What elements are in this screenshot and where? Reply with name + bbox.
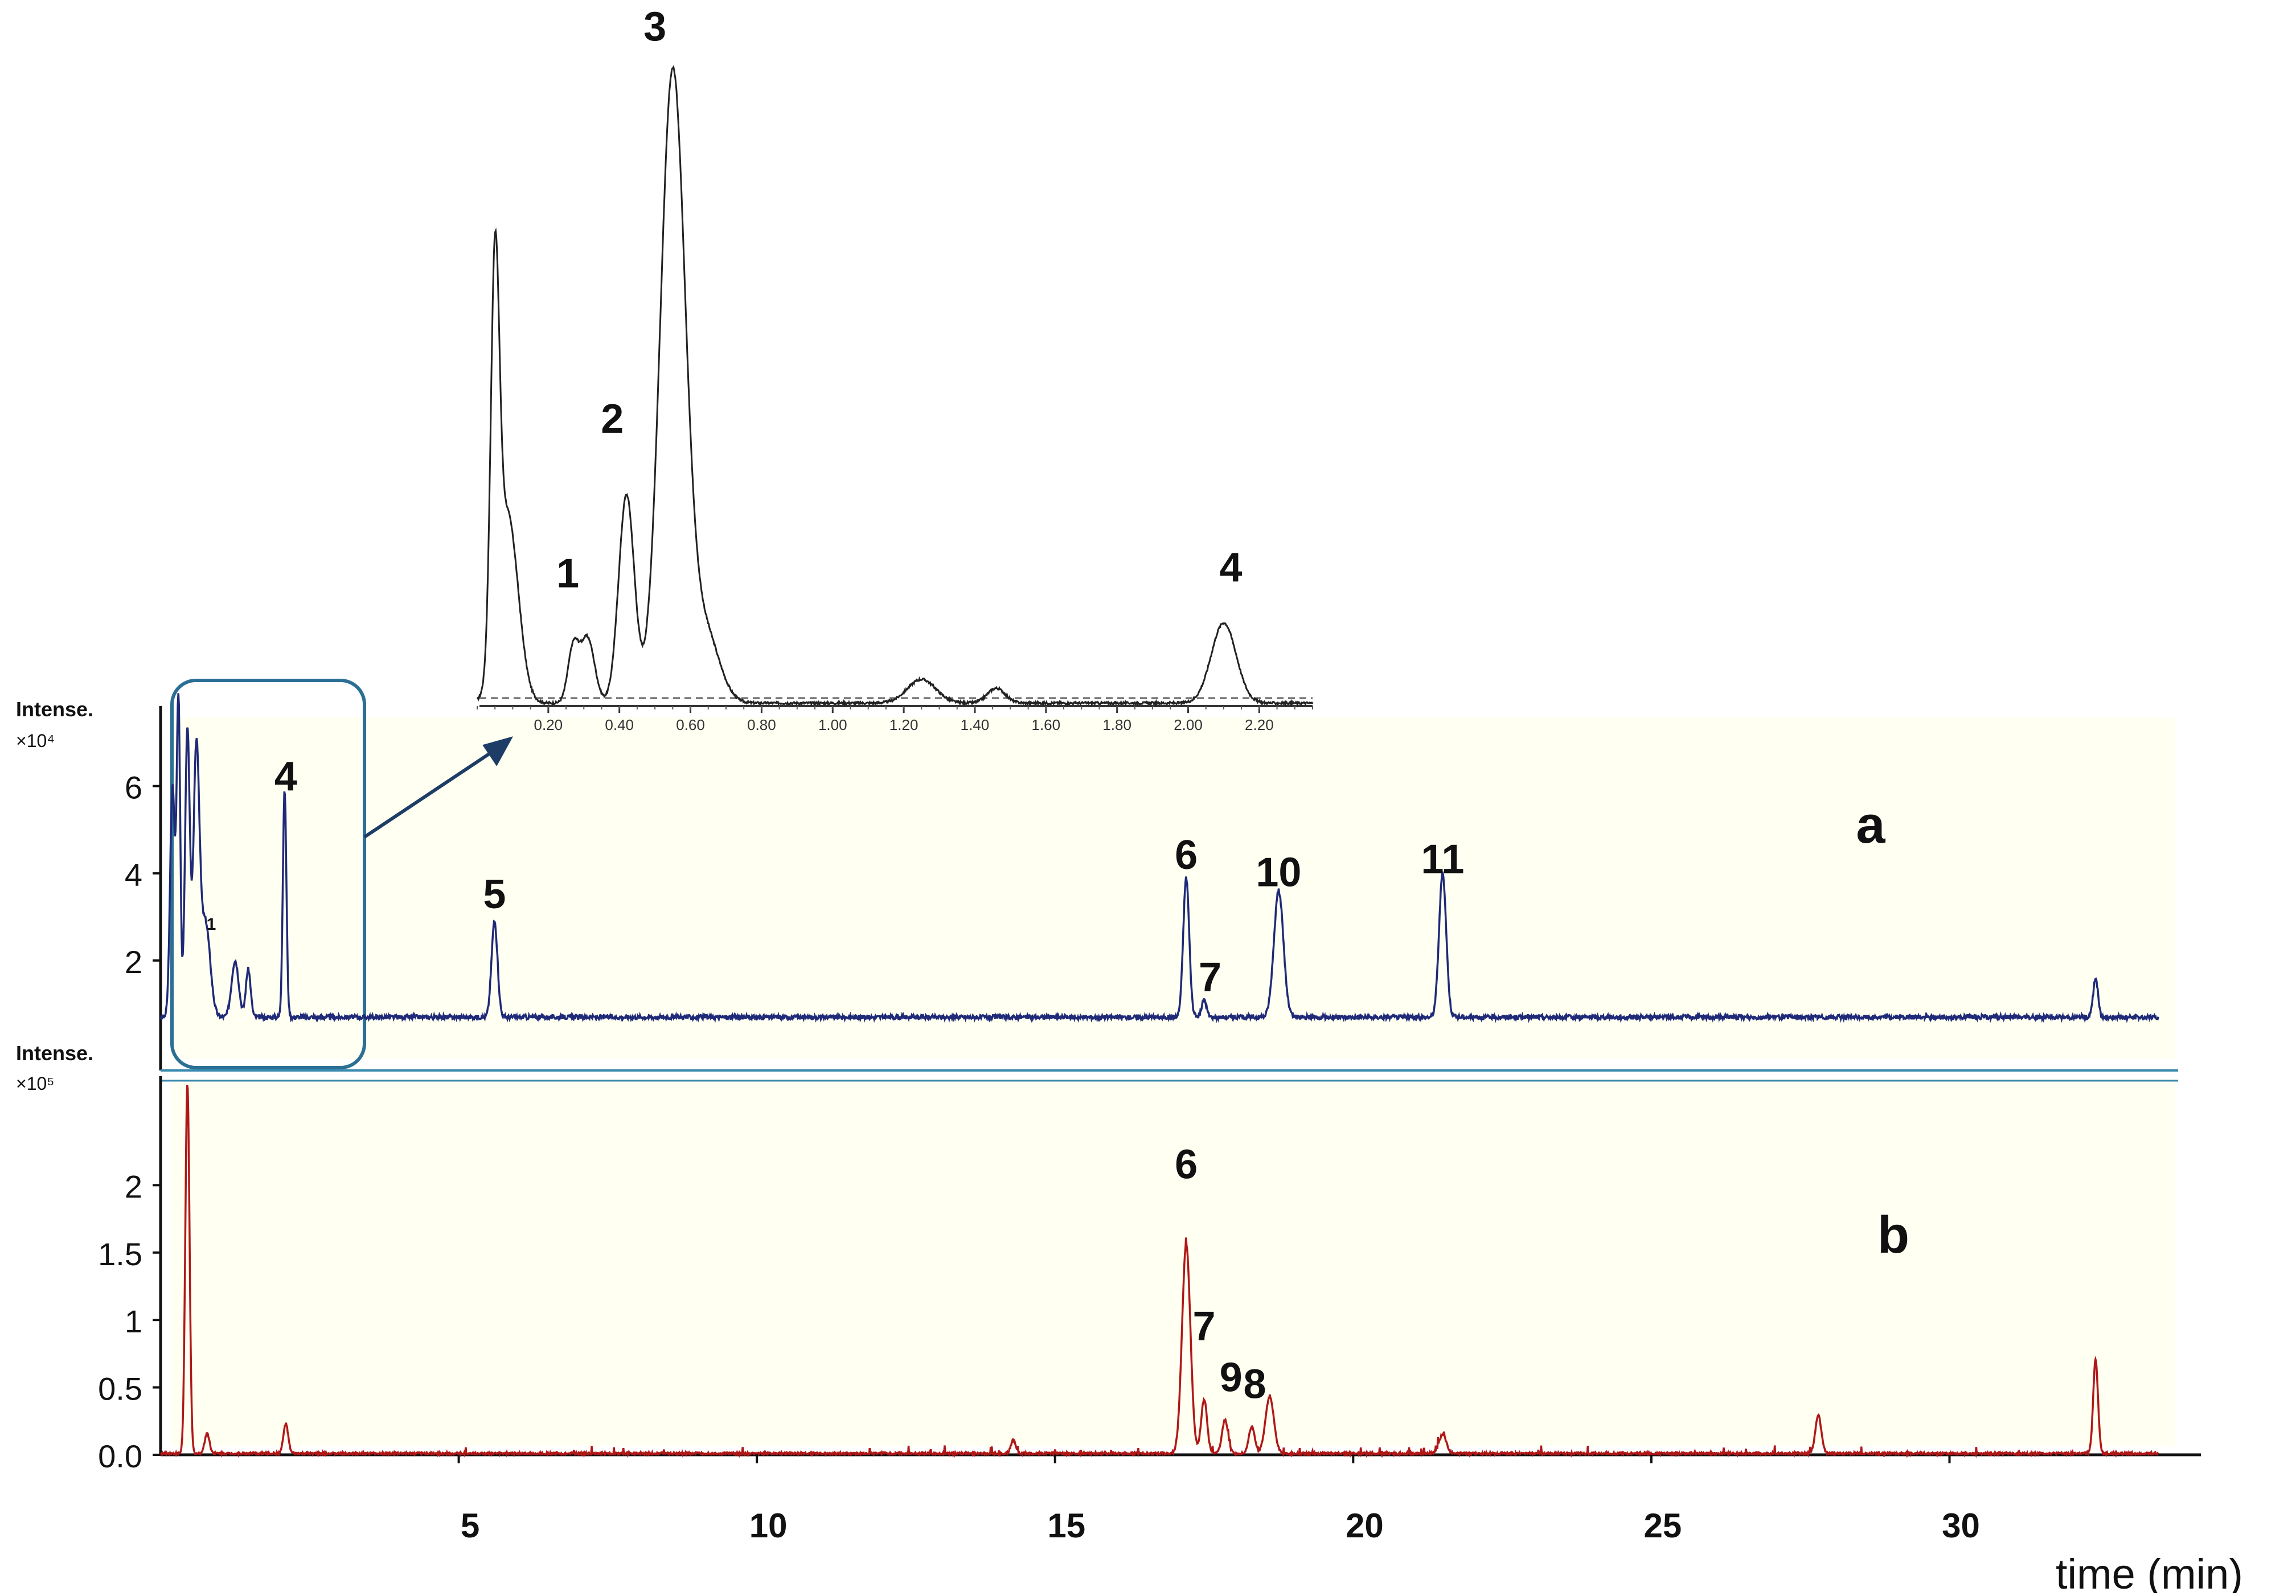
x-axis-label: time (min) bbox=[2056, 1550, 2243, 1593]
ytick-label-b-2: 1 bbox=[125, 1303, 142, 1339]
xtick-label-inset-0: 0.20 bbox=[534, 716, 563, 733]
xtick-label-inset-7: 1.60 bbox=[1032, 716, 1061, 733]
xtick-label-2: 15 bbox=[1047, 1507, 1085, 1545]
panel-a-letter: a bbox=[1856, 796, 1885, 854]
peak-label-b-9: 9 bbox=[1220, 1355, 1243, 1401]
xtick-label-3: 20 bbox=[1346, 1507, 1384, 1545]
zoom-arrow-line bbox=[363, 744, 502, 839]
peak-label-b-8: 8 bbox=[1244, 1362, 1266, 1408]
trace-line-inset bbox=[476, 65, 1314, 708]
peak-label-a-1: 1 bbox=[207, 915, 216, 934]
peak-label-inset-2: 2 bbox=[601, 396, 624, 442]
xtick-label-0: 5 bbox=[461, 1507, 479, 1545]
peak-label-a-6: 6 bbox=[1175, 832, 1198, 878]
ytick-label-b-3: 1.5 bbox=[98, 1236, 142, 1272]
xtick-label-4: 25 bbox=[1644, 1507, 1682, 1545]
xtick-label-inset-4: 1.00 bbox=[818, 716, 847, 733]
peak-label-inset-4: 4 bbox=[1219, 545, 1242, 590]
zoom-arrow-head bbox=[482, 736, 514, 766]
peak-label-b-7: 7 bbox=[1193, 1304, 1216, 1349]
ytick-label-a-2: 6 bbox=[125, 770, 142, 806]
ytick-label-a-1: 4 bbox=[125, 857, 142, 893]
xtick-label-inset-6: 1.40 bbox=[961, 716, 990, 733]
panel-b-letter: b bbox=[1877, 1206, 1909, 1264]
peak-label-b-6: 6 bbox=[1175, 1142, 1198, 1188]
xtick-label-5: 30 bbox=[1942, 1507, 1980, 1545]
panel-a-background bbox=[171, 717, 2175, 1059]
panel-a-ylabel-line2: ×10⁴ bbox=[16, 731, 55, 751]
panel-a-ylabel-line1: Intense. bbox=[16, 698, 93, 721]
panel-b-ylabel-line1: Intense. bbox=[16, 1041, 93, 1065]
peak-label-a-4: 4 bbox=[274, 754, 297, 799]
xtick-label-1: 10 bbox=[749, 1507, 788, 1545]
xtick-label-inset-10: 2.20 bbox=[1245, 716, 1274, 733]
xtick-label-inset-2: 0.60 bbox=[676, 716, 705, 733]
ytick-label-b-0: 0.0 bbox=[98, 1438, 142, 1474]
ytick-label-a-0: 2 bbox=[125, 944, 142, 980]
xtick-label-inset-9: 2.00 bbox=[1174, 716, 1203, 733]
ytick-label-b-1: 0.5 bbox=[98, 1371, 142, 1407]
trace-line-a bbox=[159, 693, 2159, 1024]
peak-label-a-10: 10 bbox=[1256, 850, 1301, 896]
ytick-label-b-4: 2 bbox=[125, 1168, 142, 1204]
xtick-label-inset-5: 1.20 bbox=[889, 716, 919, 733]
trace-line-b bbox=[159, 1085, 2159, 1458]
xtick-label-inset-3: 0.80 bbox=[747, 716, 776, 733]
peak-label-a-5: 5 bbox=[483, 872, 506, 917]
panel-b-background bbox=[171, 1079, 2175, 1446]
peak-label-a-11: 11 bbox=[1421, 837, 1464, 883]
peak-label-inset-3: 3 bbox=[643, 4, 666, 50]
xtick-label-inset-8: 1.80 bbox=[1102, 716, 1131, 733]
peak-label-inset-1: 1 bbox=[556, 551, 579, 596]
zoom-region-box bbox=[170, 679, 366, 1069]
xtick-label-inset-1: 0.40 bbox=[605, 716, 634, 733]
peak-label-a-7: 7 bbox=[1199, 954, 1221, 1000]
panel-b-ylabel-line2: ×10⁵ bbox=[16, 1073, 55, 1094]
